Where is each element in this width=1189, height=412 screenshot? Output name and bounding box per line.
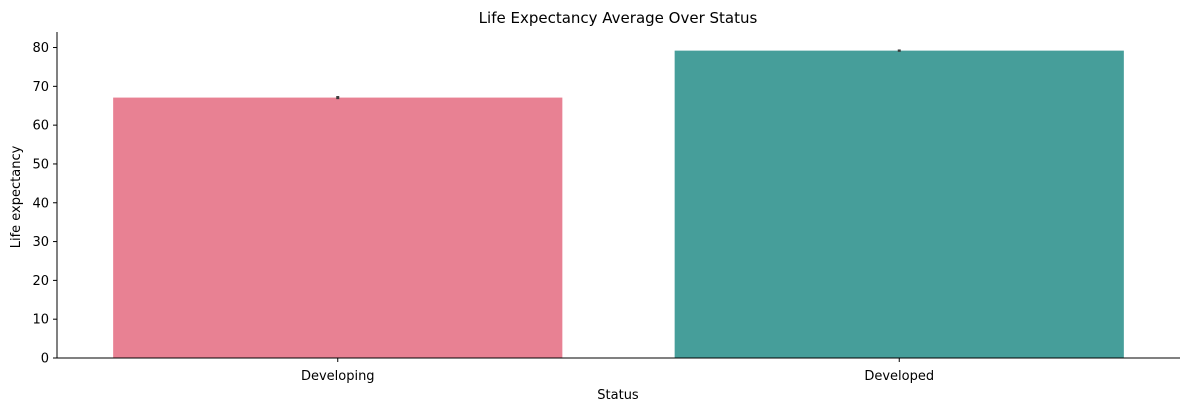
y-tick-label: 10 — [32, 313, 49, 328]
y-tick-label: 20 — [32, 274, 49, 289]
bar-developed — [674, 50, 1124, 358]
y-tick-label: 30 — [32, 235, 49, 250]
x-axis-ticks: Developing Developed — [301, 358, 934, 384]
bar-developing — [113, 97, 563, 358]
chart-title: Life Expectancy Average Over Status — [479, 9, 758, 27]
y-tick-label: 70 — [32, 80, 49, 95]
y-tick-label: 80 — [32, 41, 49, 56]
y-tick-label: 50 — [32, 157, 49, 172]
y-axis-ticks: 0 10 20 30 40 50 60 70 80 — [32, 41, 57, 367]
y-tick-label: 60 — [32, 119, 49, 134]
bars — [113, 49, 1124, 358]
x-tick-label: Developed — [864, 369, 934, 384]
x-axis-label: Status — [597, 388, 639, 403]
x-tick-label: Developing — [301, 369, 375, 384]
y-axis-label: Life expectancy — [9, 145, 24, 248]
y-tick-label: 0 — [41, 352, 49, 367]
y-tick-label: 40 — [32, 196, 49, 211]
